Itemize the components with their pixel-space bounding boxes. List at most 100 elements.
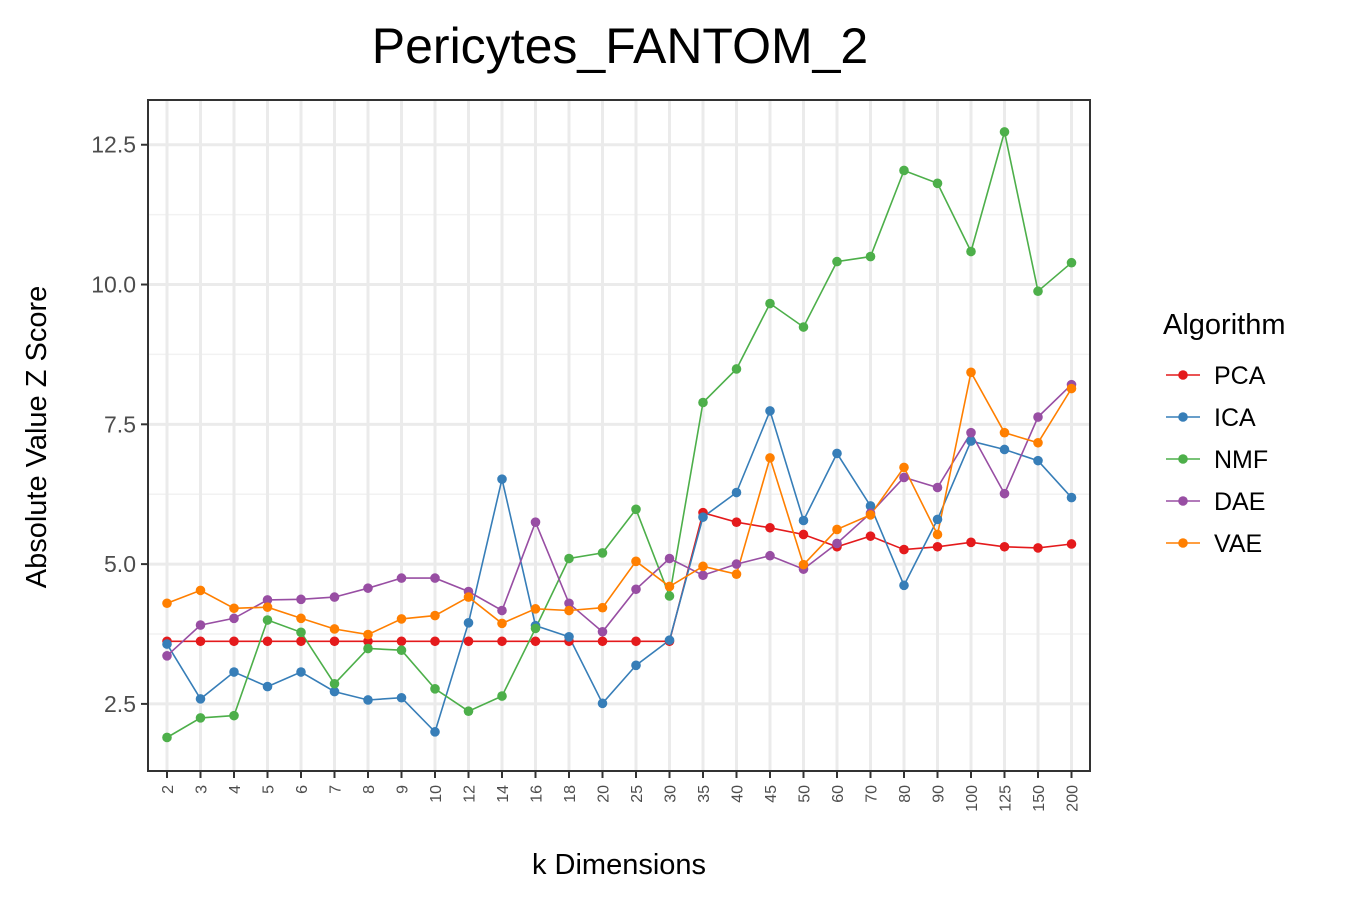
data-point-pca xyxy=(497,636,507,647)
data-point-pca xyxy=(932,541,943,552)
data-point-vae xyxy=(765,453,775,463)
x-tick-label: 9 xyxy=(395,785,412,794)
data-point-pca xyxy=(899,544,909,555)
data-point-ica xyxy=(832,448,842,459)
x-tick-label: 16 xyxy=(529,785,546,803)
data-point-vae xyxy=(195,585,206,596)
data-point-ica xyxy=(865,501,876,511)
data-point-ica xyxy=(329,686,340,697)
data-point-ica xyxy=(899,580,909,591)
data-point-nmf xyxy=(430,684,440,694)
data-point-dae xyxy=(832,538,842,549)
data-point-nmf xyxy=(530,623,541,634)
data-point-dae xyxy=(698,570,708,581)
data-point-vae xyxy=(329,624,340,634)
data-point-pca xyxy=(329,636,340,647)
data-point-pca xyxy=(396,636,407,647)
x-tick-label: 35 xyxy=(696,785,713,803)
x-tick-label: 5 xyxy=(261,785,278,794)
data-point-vae xyxy=(564,605,574,616)
data-point-dae xyxy=(966,427,976,438)
data-point-ica xyxy=(698,512,708,522)
x-tick-label: 20 xyxy=(596,785,613,803)
x-tick-label: 14 xyxy=(495,785,512,803)
data-point-vae xyxy=(631,556,641,567)
data-point-vae xyxy=(229,603,239,614)
data-point-dae xyxy=(329,592,340,602)
data-point-pca xyxy=(530,636,541,647)
data-point-dae xyxy=(1033,412,1043,422)
data-point-dae xyxy=(530,517,541,527)
data-point-vae xyxy=(430,610,440,621)
x-tick-label: 8 xyxy=(361,785,378,794)
data-point-vae xyxy=(832,524,842,535)
data-point-nmf xyxy=(229,710,239,721)
data-point-ica xyxy=(363,695,373,705)
panel-border xyxy=(147,99,1091,772)
data-point-nmf xyxy=(966,246,976,257)
data-point-vae xyxy=(463,592,474,602)
data-point-nmf xyxy=(664,591,675,601)
data-point-pca xyxy=(865,531,876,541)
data-point-pca xyxy=(229,636,239,647)
x-tick-label: 70 xyxy=(864,785,881,803)
x-tick-label: 18 xyxy=(562,785,579,803)
data-point-nmf xyxy=(262,615,273,625)
legend-title: Algorithm xyxy=(1163,309,1286,341)
x-tick-label: 25 xyxy=(629,785,646,803)
data-point-nmf xyxy=(832,256,842,267)
data-point-nmf xyxy=(363,643,373,654)
y-axis: 2.5 5.0 7.5 10.0 12.5 xyxy=(91,132,148,717)
x-tick-label: 2 xyxy=(160,785,177,794)
x-tick-label: 50 xyxy=(797,785,814,803)
data-point-nmf xyxy=(1066,257,1077,268)
data-point-nmf xyxy=(162,732,172,743)
x-axis-title: k Dimensions xyxy=(532,849,706,881)
data-point-nmf xyxy=(865,251,876,262)
legend-label: PCA xyxy=(1214,362,1266,390)
data-point-nmf xyxy=(798,322,809,332)
data-point-vae xyxy=(664,581,675,592)
data-point-vae xyxy=(798,559,809,570)
data-point-nmf xyxy=(999,127,1010,137)
legend-key-point xyxy=(1178,538,1188,548)
data-point-dae xyxy=(731,559,742,569)
legend-item-vae: VAE xyxy=(1166,530,1262,558)
data-point-nmf xyxy=(329,678,340,689)
y-tick-label: 10.0 xyxy=(91,272,136,298)
data-point-nmf xyxy=(597,548,608,558)
y-tick-label: 5.0 xyxy=(104,551,136,577)
x-tick-label: 40 xyxy=(730,785,747,803)
data-point-vae xyxy=(296,613,306,624)
data-point-vae xyxy=(999,427,1010,438)
data-point-ica xyxy=(564,632,574,642)
data-point-dae xyxy=(932,482,943,493)
data-point-ica xyxy=(296,667,306,677)
data-point-nmf xyxy=(1033,286,1043,297)
y-axis-title: Absolute Value Z Score xyxy=(21,286,53,589)
data-point-dae xyxy=(363,583,373,593)
data-point-pca xyxy=(631,636,641,647)
data-point-ica xyxy=(765,406,775,416)
y-tick-label: 2.5 xyxy=(104,691,136,717)
legend-item-ica: ICA xyxy=(1166,404,1256,432)
data-point-vae xyxy=(530,604,541,614)
data-point-vae xyxy=(1033,437,1043,448)
legend-label: DAE xyxy=(1214,488,1265,516)
data-point-nmf xyxy=(195,713,206,723)
data-point-ica xyxy=(1066,492,1077,503)
data-point-vae xyxy=(497,618,507,629)
data-point-ica xyxy=(999,444,1010,455)
data-point-dae xyxy=(999,488,1010,499)
data-point-vae xyxy=(363,629,373,640)
x-tick-label: 7 xyxy=(328,785,345,794)
series-line-dae xyxy=(166,384,1073,657)
x-tick-label: 150 xyxy=(1031,785,1048,812)
y-tick-label: 7.5 xyxy=(104,411,136,437)
data-point-pca xyxy=(430,636,440,647)
x-tick-label: 10 xyxy=(428,785,445,803)
x-tick-label: 45 xyxy=(763,785,780,803)
data-point-pca xyxy=(765,522,775,533)
data-point-ica xyxy=(932,514,943,525)
